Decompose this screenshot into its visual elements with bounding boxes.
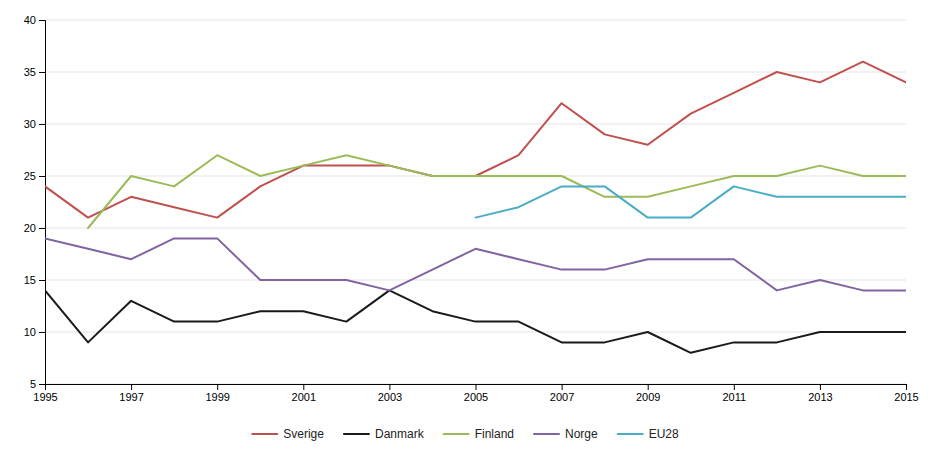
x-tick-label: 2005 xyxy=(464,391,488,403)
grid-line xyxy=(45,20,906,21)
legend-item: Danmark xyxy=(344,427,425,441)
y-tick-mark xyxy=(39,280,45,281)
x-tick: 2003 xyxy=(378,384,402,403)
x-tick-mark xyxy=(820,384,821,390)
y-tick-mark xyxy=(39,176,45,177)
y-tick-label: 35 xyxy=(24,66,36,78)
series-line xyxy=(476,186,907,217)
x-tick-label: 2009 xyxy=(636,391,660,403)
y-tick: 20 xyxy=(24,222,45,234)
plot-area xyxy=(45,62,906,353)
x-tick: 2013 xyxy=(808,384,832,403)
legend-swatch xyxy=(252,433,277,435)
x-tick: 2005 xyxy=(464,384,488,403)
y-tick: 15 xyxy=(24,274,45,286)
legend: Sverige Danmark Finland Norge EU28 xyxy=(252,427,679,441)
grid-line xyxy=(45,332,906,333)
y-tick: 30 xyxy=(24,118,45,130)
legend-label: Danmark xyxy=(375,427,425,441)
y-tick-label: 15 xyxy=(24,274,36,286)
x-tick-mark xyxy=(734,384,735,390)
series-line xyxy=(45,62,906,218)
y-tick-mark xyxy=(39,332,45,333)
y-tick-mark xyxy=(39,72,45,73)
y-tick-label: 20 xyxy=(24,222,36,234)
x-tick: 2007 xyxy=(550,384,574,403)
x-tick: 1995 xyxy=(33,384,57,403)
y-tick-mark xyxy=(39,384,45,385)
y-tick-label: 5 xyxy=(30,378,36,390)
grid-line xyxy=(45,228,906,229)
legend-swatch xyxy=(618,433,643,435)
x-axis-line xyxy=(46,385,907,391)
x-tick-mark xyxy=(906,384,907,390)
legend-swatch xyxy=(444,433,469,435)
x-tick-label: 1997 xyxy=(119,391,143,403)
series-line xyxy=(88,155,906,228)
x-tick-mark xyxy=(217,384,218,390)
y-tick: 10 xyxy=(24,326,45,338)
x-tick-label: 2001 xyxy=(292,391,316,403)
x-tick: 1999 xyxy=(205,384,229,403)
y-tick: 35 xyxy=(24,66,45,78)
y-tick-label: 25 xyxy=(24,170,36,182)
chart: 1995 1997 1999 2001 2003 2005 2007 2009 2011 2013… xyxy=(0,0,931,459)
legend-label: EU28 xyxy=(649,427,679,441)
grid-line xyxy=(45,124,906,125)
x-tick-mark xyxy=(648,384,649,390)
y-tick-label: 10 xyxy=(24,326,36,338)
x-tick-label: 1995 xyxy=(33,391,57,403)
x-tick-mark xyxy=(303,384,304,390)
x-tick-mark xyxy=(476,384,477,390)
legend-label: Finland xyxy=(475,427,514,441)
legend-item: Norge xyxy=(534,427,598,441)
x-tick-mark xyxy=(131,384,132,390)
x-tick: 1997 xyxy=(119,384,143,403)
x-tick-mark xyxy=(389,384,390,390)
x-tick-label: 2015 xyxy=(894,391,918,403)
y-tick: 5 xyxy=(30,378,45,390)
y-tick: 25 xyxy=(24,170,45,182)
legend-item: Sverige xyxy=(252,427,324,441)
x-tick-label: 2007 xyxy=(550,391,574,403)
x-axis: 1995 1997 1999 2001 2003 2005 2007 2009 2011 2013… xyxy=(33,384,918,403)
y-tick-mark xyxy=(39,20,45,21)
x-tick-label: 1999 xyxy=(205,391,229,403)
legend-item: EU28 xyxy=(618,427,679,441)
legend-item: Finland xyxy=(444,427,514,441)
x-tick-label: 2003 xyxy=(378,391,402,403)
y-axis: 5 10 15 20 25 30 35 40 xyxy=(24,14,46,390)
grid xyxy=(45,20,906,384)
series-line xyxy=(45,290,906,352)
legend-label: Sverige xyxy=(283,427,324,441)
x-tick-label: 2011 xyxy=(722,391,746,403)
y-tick-mark xyxy=(39,124,45,125)
series-line xyxy=(45,238,906,290)
legend-swatch xyxy=(344,433,369,435)
y-tick-mark xyxy=(39,228,45,229)
x-tick-mark xyxy=(562,384,563,390)
y-tick: 40 xyxy=(24,14,45,26)
y-axis-line xyxy=(39,21,46,385)
x-tick: 2015 xyxy=(894,384,918,403)
legend-label: Norge xyxy=(565,427,598,441)
legend-swatch xyxy=(534,433,559,435)
x-tick: 2009 xyxy=(636,384,660,403)
x-tick: 2011 xyxy=(722,384,746,403)
y-tick-label: 30 xyxy=(24,118,36,130)
x-tick: 2001 xyxy=(292,384,316,403)
y-tick-label: 40 xyxy=(24,14,36,26)
x-tick-label: 2013 xyxy=(808,391,832,403)
grid-line xyxy=(45,280,906,281)
